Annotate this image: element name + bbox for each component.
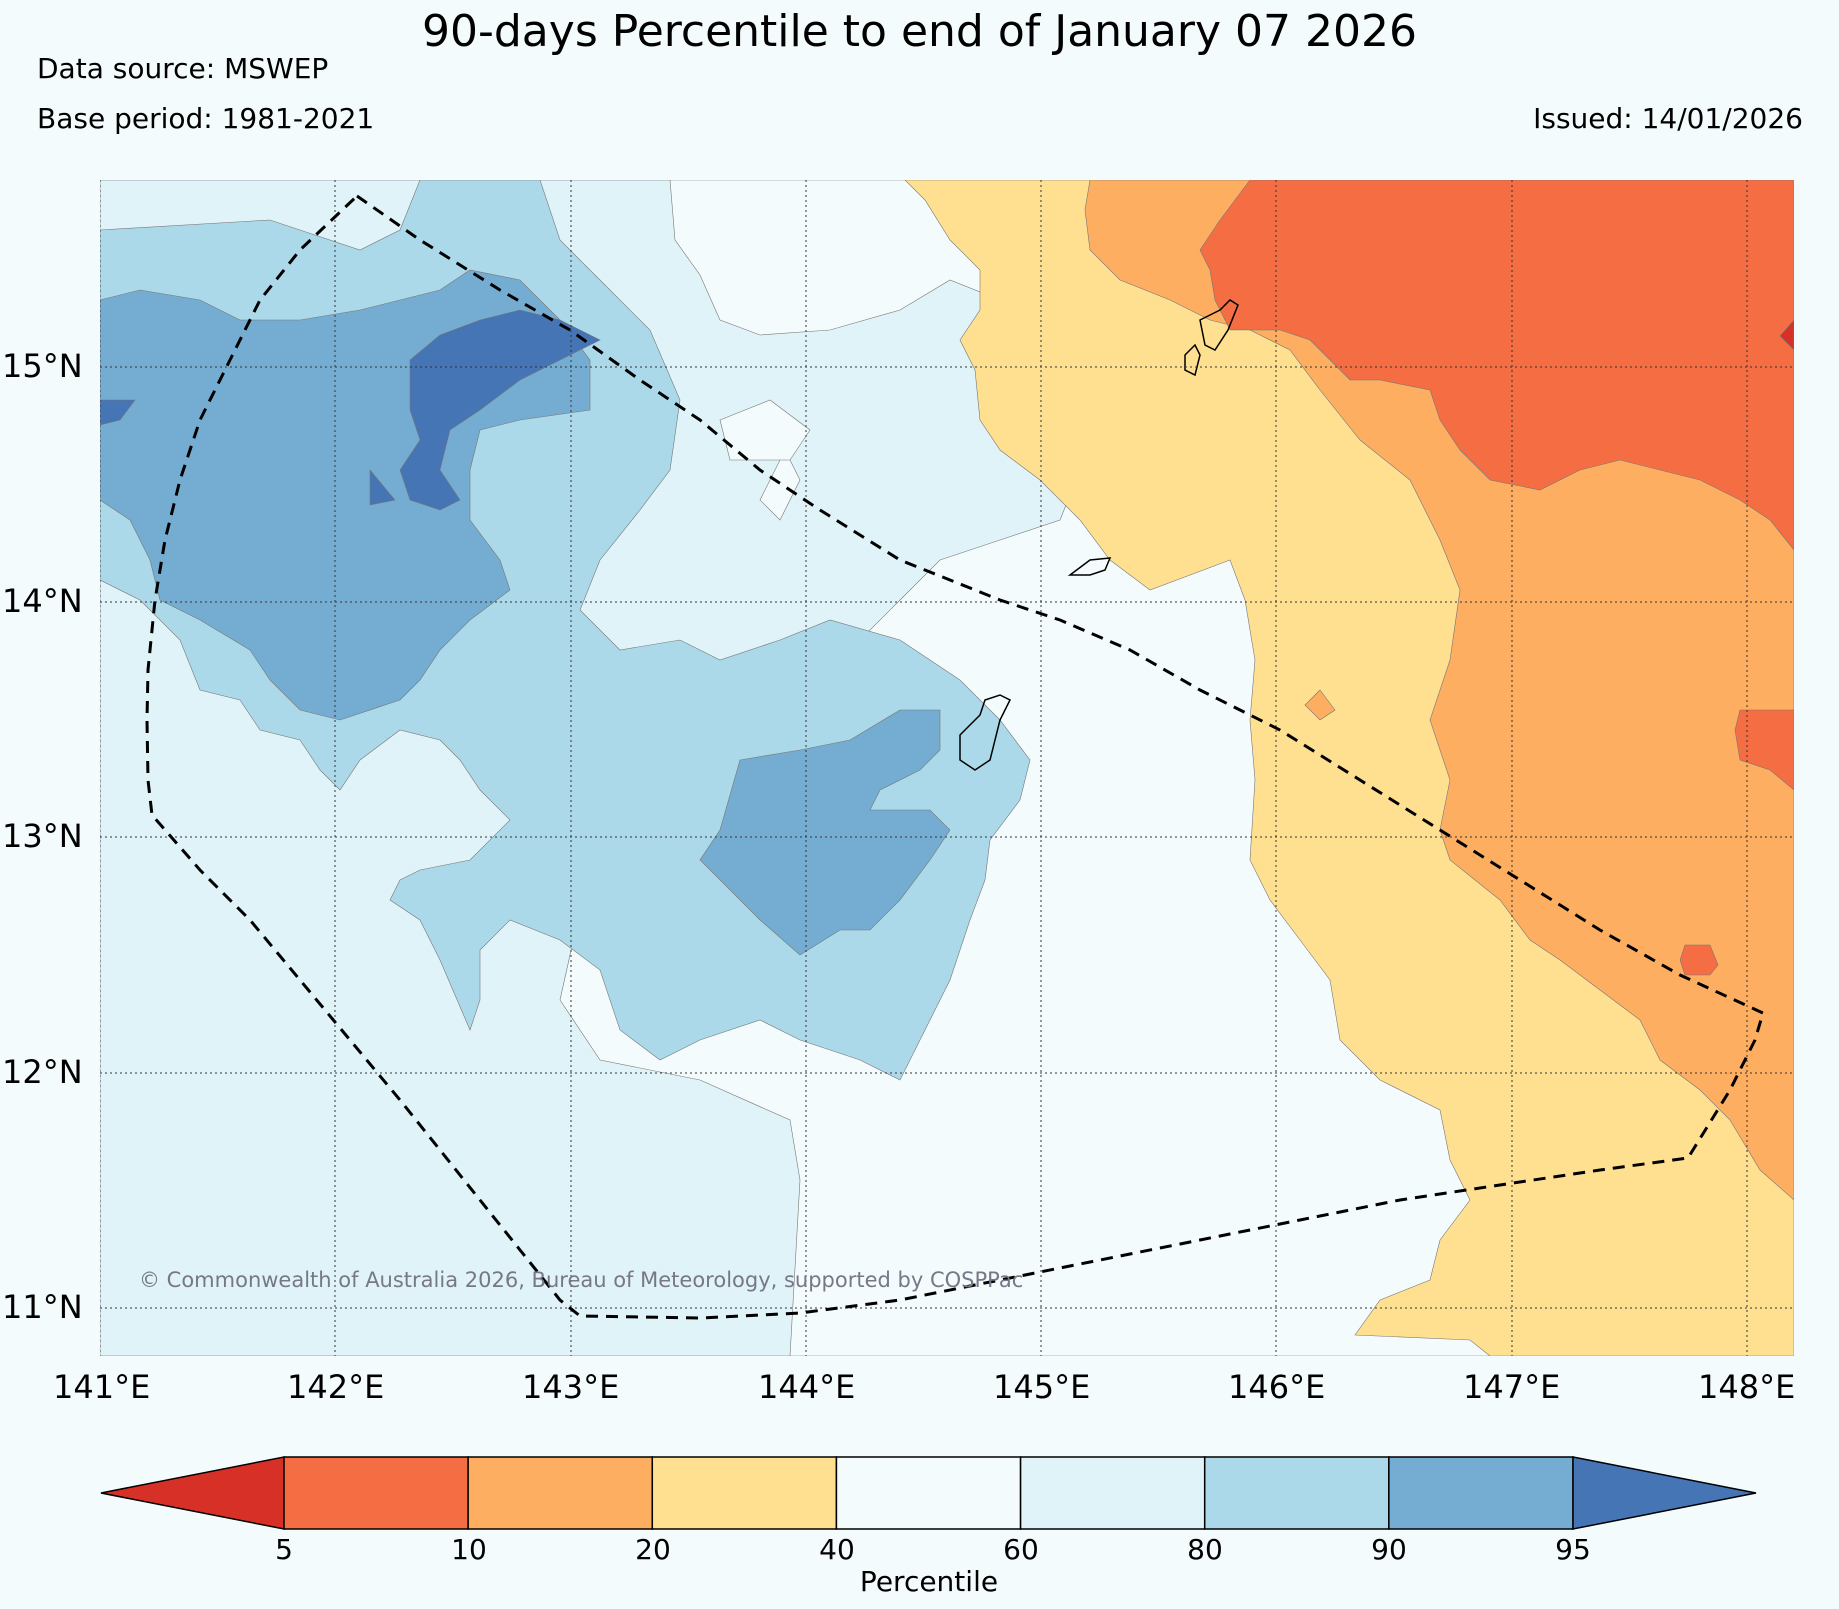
colorbar-segment: [1203, 1456, 1390, 1530]
colorbar-segment: [1388, 1456, 1574, 1530]
map-canvas: [100, 180, 1794, 1356]
lat-label-14: 14°N: [2, 582, 83, 620]
lon-label-148: 148°E: [1698, 1368, 1796, 1406]
colorbar-tick-95: 95: [1555, 1533, 1591, 1566]
colorbar-extend-low: [100, 1456, 285, 1530]
colorbar-segment: [467, 1456, 654, 1530]
base-period: Base period: 1981-2021: [37, 102, 375, 135]
colorbar-extend-high: [1572, 1456, 1757, 1530]
map-title: 90-days Percentile to end of January 07 …: [422, 6, 1417, 57]
colorbar-tick-90: 90: [1371, 1533, 1407, 1566]
colorbar-segment: [283, 1456, 469, 1530]
lat-label-15: 15°N: [2, 347, 83, 385]
colorbar-title: Percentile: [859, 1565, 999, 1598]
lon-label-145: 145°E: [993, 1368, 1091, 1406]
colorbar-segment: [1019, 1456, 1206, 1530]
lon-label-142: 142°E: [287, 1368, 385, 1406]
lat-label-12: 12°N: [2, 1053, 83, 1091]
region-5-10: [1734, 709, 1794, 791]
issued-date: Issued: 14/01/2026: [1533, 102, 1803, 135]
lat-label-11: 11°N: [2, 1288, 83, 1326]
colorbar-tick-10: 10: [451, 1533, 487, 1566]
lon-label-141: 141°E: [53, 1368, 151, 1406]
coastline: [959, 694, 1012, 771]
hole-40-60: [759, 449, 801, 521]
region-90-95: [699, 709, 951, 956]
map-panel: © Commonwealth of Australia 2026, Bureau…: [100, 180, 1794, 1356]
lon-label-143: 143°E: [522, 1368, 620, 1406]
coastline: [1067, 557, 1112, 576]
colorbar-tick-60: 60: [1003, 1533, 1039, 1566]
hole-40-60: [719, 399, 811, 461]
lon-label-144: 144°E: [758, 1368, 856, 1406]
colorbar-segment: [835, 1456, 1022, 1530]
lat-label-13: 13°N: [2, 817, 83, 855]
colorbar-segment: [651, 1456, 838, 1530]
data-source: Data source: MSWEP: [37, 52, 329, 85]
lon-label-146: 146°E: [1228, 1368, 1326, 1406]
region-lt5: [1779, 319, 1794, 351]
region-5-10: [1679, 944, 1719, 976]
colorbar-tick-40: 40: [819, 1533, 855, 1566]
copyright-notice: © Commonwealth of Australia 2026, Bureau…: [139, 1268, 1024, 1292]
region-gt95: [100, 399, 136, 426]
lon-label-147: 147°E: [1463, 1368, 1561, 1406]
region-10-20: [1304, 689, 1336, 721]
colorbar-tick-5: 5: [275, 1533, 293, 1566]
colorbar-tick-80: 80: [1187, 1533, 1223, 1566]
colorbar-tick-20: 20: [635, 1533, 671, 1566]
region-gt95: [399, 309, 601, 511]
region-5-10: [1199, 180, 1794, 551]
boundary-line: [145, 194, 1765, 1320]
coastline: [1199, 299, 1239, 351]
region-gt95: [369, 469, 396, 506]
